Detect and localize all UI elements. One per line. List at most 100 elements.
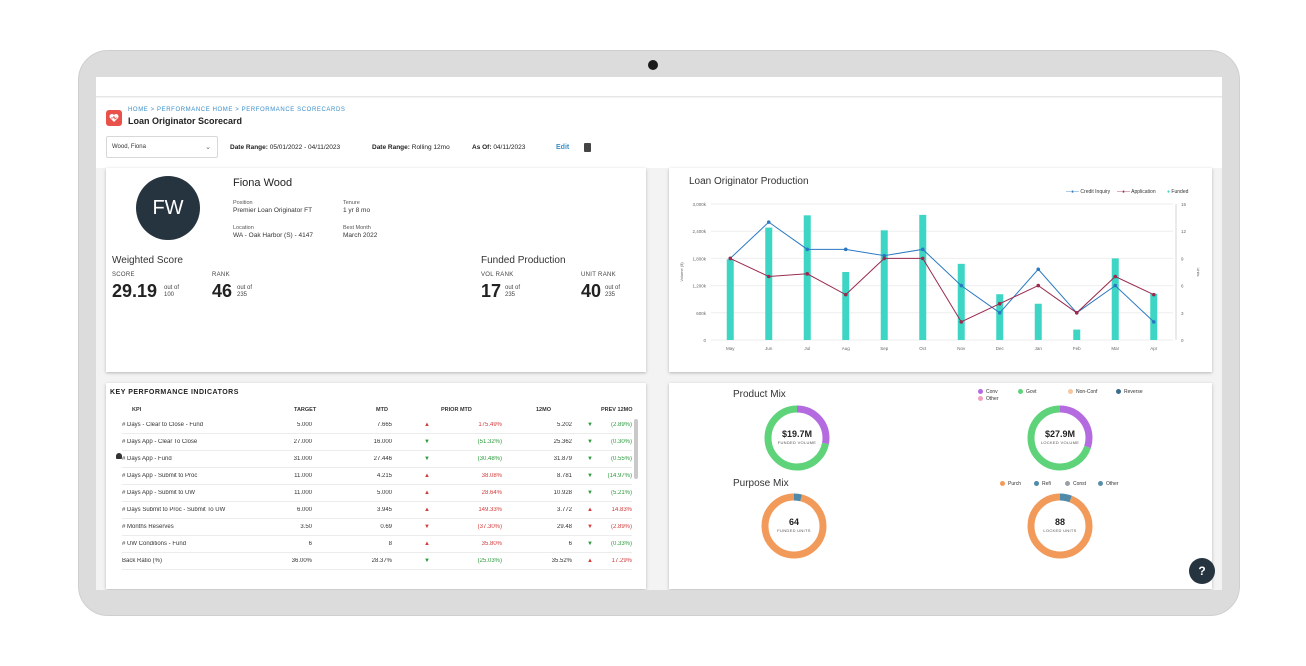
kpi-target: 11.000	[294, 490, 312, 496]
product-legend-item[interactable]: Govt	[1018, 389, 1037, 395]
y-right-axis-label: Units	[1196, 267, 1201, 276]
12mo-value: 35.52%	[551, 558, 572, 564]
legend-application[interactable]: —●— Application	[1117, 189, 1156, 195]
kpi-table-row[interactable]: # Months Reserves 3.50 0.69 ▼ (37.30%) 29.48 ▼…	[122, 519, 632, 536]
donut-sublabel: LOCKED VOLUME	[1040, 440, 1080, 445]
prev-12mo-value: (5.21%)	[610, 490, 632, 496]
product-legend-item[interactable]: Other	[978, 396, 999, 402]
prior-mtd-value: 175.49%	[478, 422, 502, 428]
kpi-table-row[interactable]: # Days Submit to Proc - Submit To UW 6.00…	[122, 502, 632, 519]
kpi-table-row[interactable]: # Days App - Submit to Proc 11.000 4.215 ▲ 3…	[122, 468, 632, 485]
prev-12mo-value: (0.55%)	[610, 456, 632, 462]
prev-12mo-value: (2.89%)	[610, 422, 632, 428]
kpi-col-mtd[interactable]: MTD	[376, 407, 388, 413]
prior-mtd-value: (30.48%)	[477, 456, 502, 462]
kpi-table-row[interactable]: # Days App - Submit to UW 11.000 5.000 ▲ 28.…	[122, 485, 632, 502]
donut-segment	[1027, 405, 1093, 471]
kpi-table-row[interactable]: # Days App - Clear To Close 27.000 16.000 ▼…	[122, 434, 632, 451]
product-legend-item[interactable]: Reverse	[1116, 389, 1143, 395]
kpi-col-kpi[interactable]: KPI	[132, 407, 142, 413]
export-document-icon[interactable]	[584, 143, 591, 152]
prior-mtd-arrow: ▲	[424, 422, 430, 428]
donut-value: 64	[788, 517, 799, 527]
x-tick-label: Jan	[1035, 346, 1043, 351]
vol-rank-value: 17	[481, 281, 502, 301]
unit-rank-label: UNIT RANK	[581, 272, 616, 278]
donut-sublabel: FUNDED UNITS	[777, 528, 811, 533]
product-legend-item[interactable]: Conv	[978, 389, 998, 395]
kpi-col-target[interactable]: TARGET	[294, 407, 317, 413]
application-point	[997, 301, 1002, 306]
kpi-table-row[interactable]: # Days App - Fund 31.000 27.446 ▼ (30.48%) 31…	[122, 451, 632, 468]
legend-dot-icon	[1034, 481, 1039, 487]
purpose-legend-item[interactable]: Const	[1065, 481, 1086, 487]
kpi-table-row[interactable]: # Days - Clear to Close - Fund 5.000 7.665…	[122, 417, 632, 434]
kpi-col-prior-mtd[interactable]: PRIOR MTD	[441, 407, 472, 413]
purpose-legend-item[interactable]: Purch	[1000, 481, 1021, 487]
donut-center-label: $27.9M LOCKED VOLUME	[1030, 429, 1090, 445]
score-value: 29.19	[112, 281, 158, 301]
funded-bar	[803, 215, 811, 340]
prev-12mo-arrow: ▼	[587, 473, 593, 479]
kpi-name: # Days App - Clear To Close	[122, 439, 198, 445]
rank-value: 46	[212, 281, 233, 301]
application-point	[959, 320, 964, 324]
edit-link[interactable]: Edit	[556, 144, 570, 151]
profile-card: FW Fiona Wood Position Premier Loan Orig…	[106, 168, 646, 372]
person-name: Fiona Wood	[233, 177, 293, 189]
kpi-mtd: 28.37%	[371, 558, 392, 564]
chevron-down-icon: ⌄	[205, 144, 211, 151]
rolling-range-label: Date Range:	[372, 144, 410, 151]
unit-rank-out-of: out of 235	[605, 285, 620, 299]
production-chart-title: Loan Originator Production	[689, 176, 809, 187]
credit-inquiry-point	[843, 247, 848, 252]
kpi-target: 6.000	[296, 507, 312, 513]
prev-12mo-arrow: ▼	[587, 541, 593, 547]
kpi-scrollbar[interactable]	[634, 419, 638, 479]
kpi-name: # Days App - Submit to UW	[122, 490, 196, 496]
camera-dot	[648, 60, 658, 70]
kpi-mtd: 16.000	[373, 439, 392, 445]
score-out-of: out of 100	[164, 285, 179, 299]
mix-card: Product Mix Purpose Mix Conv Govt Non-Conf…	[669, 383, 1212, 589]
legend-credit-inquiry[interactable]: —●— Credit Inquiry	[1066, 189, 1111, 195]
legend-funded[interactable]: ● Funded	[1167, 189, 1189, 195]
originator-select[interactable]: Wood, Fiona ⌄	[106, 136, 218, 158]
kpi-table-row[interactable]: # UW Conditions - Fund 6 8 ▲ 35.80% 6 ▼ (0.33%)	[122, 536, 632, 553]
kpi-name: # Days App - Fund	[122, 456, 172, 462]
12mo-value: 8.781	[556, 473, 572, 479]
funded-bar	[919, 214, 927, 340]
help-button[interactable]: ?	[1189, 558, 1215, 584]
legend-dot-icon	[1065, 481, 1070, 487]
legend-dot-icon	[1000, 481, 1005, 487]
vol-rank-out-label: out of	[505, 285, 521, 291]
12mo-value: 3.772	[556, 507, 572, 513]
kpi-mtd: 7.665	[376, 422, 392, 428]
prior-mtd-arrow: ▼	[424, 439, 430, 445]
product-legend-item[interactable]: Non-Conf	[1068, 389, 1097, 395]
breadcrumb[interactable]: HOME > PERFORMANCE HOME > PERFORMANCE SC…	[128, 107, 346, 113]
best-month-label: Best Month	[343, 225, 371, 231]
legend-label: Other	[1106, 481, 1119, 487]
credit-inquiry-point	[882, 253, 887, 258]
12mo-value: 6	[568, 541, 572, 547]
bell-icon	[116, 453, 122, 459]
kpi-col-12mo[interactable]: 12MO	[536, 407, 551, 413]
score-label: SCORE	[112, 272, 135, 278]
rank-out-label: out of	[237, 285, 253, 291]
prev-12mo-value: 14.83%	[611, 507, 632, 513]
donut-value: $19.7M	[781, 429, 813, 439]
purpose-mix-title: Purpose Mix	[733, 478, 789, 489]
prior-mtd-arrow: ▲	[424, 541, 430, 547]
date-range-value: 05/01/2022 - 04/11/2023	[269, 144, 341, 151]
kpi-col-prev-12mo[interactable]: PREV 12MO	[601, 407, 633, 413]
x-tick-label: May	[726, 346, 735, 351]
purpose-legend-item[interactable]: Refi	[1034, 481, 1051, 487]
application-point	[1036, 283, 1041, 288]
legend-funded-label: Funded	[1171, 189, 1189, 195]
kpi-table-row[interactable]: Back Ratio (%) 36.00% 28.37% ▼ (25.03%) 35.52…	[122, 553, 632, 570]
prev-12mo-arrow: ▼	[587, 524, 593, 530]
purpose-legend-item[interactable]: Other	[1098, 481, 1119, 487]
donut-value: 88	[1054, 517, 1065, 527]
y-left-tick-label: 1,200k	[692, 284, 706, 289]
